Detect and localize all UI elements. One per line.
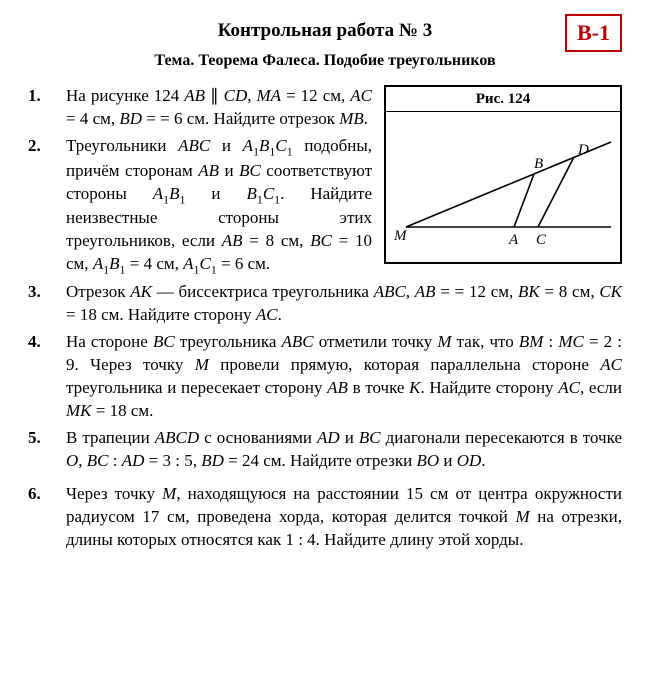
variant-badge: В-1 [565,14,622,52]
figure-124: Рис. 124 M A C B D [384,85,622,264]
problem-text: В трапеции ABCD с основаниями AD и BC ди… [66,427,622,473]
figure-svg: M A C B D [386,112,620,262]
problems-list: Рис. 124 MACBD 1.На рисунке 124 AB ∥ CD,… [28,85,622,551]
problem-number: 2. [28,135,66,277]
page-subtitle: Тема. Теорема Фалеса. Подобие треугольни… [28,50,622,72]
problem-text: Через точку M, находящуюся на расстоянии… [66,483,622,552]
problem-number: 5. [28,427,66,473]
svg-text:C: C [536,232,547,248]
svg-text:B: B [534,156,543,172]
page-title: Контрольная работа № 3 [218,18,433,44]
problem-text: На стороне BC треугольника ABC отметили … [66,331,622,423]
problem-5: 5.В трапеции ABCD с основаниями AD и BC … [28,427,622,473]
problem-3: 3.Отрезок AK — биссектриса треугольника … [28,281,622,327]
problem-number: 1. [28,85,66,131]
problem-number: 3. [28,281,66,327]
svg-text:A: A [508,232,519,248]
problem-number: 6. [28,483,66,552]
problem-number: 4. [28,331,66,423]
svg-text:M: M [393,228,408,244]
problem-text: Отрезок AK — биссектриса треугольника AB… [66,281,622,327]
problem-4: 4.На стороне BC треугольника ABC отметил… [28,331,622,423]
figure-caption: Рис. 124 [386,87,620,112]
svg-text:D: D [577,142,589,158]
problem-6: 6.Через точку M, находящуюся на расстоян… [28,483,622,552]
